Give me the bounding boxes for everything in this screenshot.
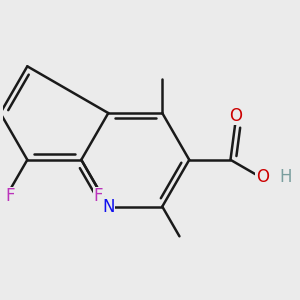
Text: O: O	[256, 168, 269, 186]
Text: F: F	[94, 188, 103, 206]
Text: N: N	[102, 198, 115, 216]
Text: O: O	[229, 106, 242, 124]
Text: H: H	[280, 168, 292, 186]
Text: F: F	[5, 188, 15, 206]
